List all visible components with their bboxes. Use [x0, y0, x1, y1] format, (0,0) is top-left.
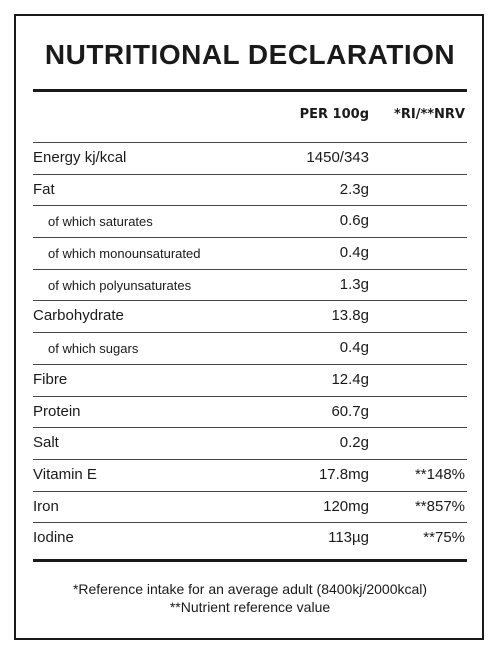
- table-row: Protein 60.7g: [33, 395, 467, 428]
- nutrient-name: Energy kj/kcal: [33, 149, 127, 166]
- nutrition-table: Energy kj/kcal 1450/343 Fat 2.3g of whic…: [33, 142, 467, 554]
- nutrient-name: Vitamin E: [33, 465, 97, 483]
- nutrient-ri: **75%: [423, 529, 465, 547]
- nutrient-value: 113µg: [328, 529, 369, 547]
- table-row: Iodine 113µg **75%: [33, 522, 467, 554]
- nutrient-value: 0.4g: [339, 244, 369, 262]
- nutrient-ri: **857%: [414, 497, 465, 515]
- nutrient-ri: **148%: [414, 465, 465, 483]
- table-row: of which sugars 0.4g: [33, 332, 467, 364]
- nutrient-name: Fibre: [33, 370, 68, 388]
- nutrient-value: 13.8g: [331, 307, 369, 325]
- table-header: PER 100g *RI/**NRV: [33, 101, 467, 131]
- ri-nrv-header: *RI/**NRV: [394, 107, 465, 122]
- title-divider: [33, 89, 467, 92]
- nutrient-name: Carbohydrate: [33, 307, 124, 325]
- nutrient-name: Iodine: [33, 529, 74, 547]
- nutrient-name: of which sugars: [48, 341, 139, 357]
- reference-intake-note: *Reference intake for an average adult (…: [72, 581, 428, 597]
- table-row: of which saturates 0.6g: [33, 205, 467, 237]
- table-row: Fibre 12.4g: [33, 363, 467, 396]
- page-title: NUTRITIONAL DECLARATION: [44, 39, 456, 70]
- nutrient-value: 60.7g: [331, 402, 369, 420]
- nutrient-name: Salt: [33, 434, 59, 452]
- nutrient-value: 0.6g: [339, 212, 369, 230]
- nutrient-value: 0.4g: [339, 339, 369, 357]
- table-row: Carbohydrate 13.8g: [33, 300, 467, 332]
- nrv-note: **Nutrient reference value: [169, 599, 331, 615]
- nutrient-name: Fat: [33, 180, 55, 198]
- table-bottom-divider: [33, 559, 467, 562]
- nutrient-value: 120mg: [323, 497, 369, 515]
- nutrient-value: 12.4g: [331, 370, 369, 388]
- table-row: Energy kj/kcal 1450/343: [33, 142, 467, 174]
- per-100g-header: PER 100g: [299, 107, 369, 122]
- nutrient-value: 1450/343: [306, 149, 369, 166]
- table-row: Vitamin E 17.8mg **148%: [33, 458, 467, 491]
- nutrient-value: 0.2g: [339, 434, 369, 452]
- nutrient-name: of which monounsaturated: [48, 246, 201, 262]
- nutrient-value: 2.3g: [339, 180, 369, 198]
- nutrient-name: Protein: [33, 402, 81, 420]
- table-row: Salt 0.2g: [33, 427, 467, 459]
- nutrient-name: of which polyunsaturates: [48, 277, 192, 293]
- nutrient-name: of which saturates: [48, 214, 153, 230]
- footnotes: *Reference intake for an average adult (…: [0, 580, 500, 616]
- nutrient-value: 17.8mg: [318, 465, 369, 483]
- table-row: Iron 120mg **857%: [33, 490, 467, 523]
- nutrient-value: 1.3g: [339, 275, 369, 293]
- table-row: of which polyunsaturates 1.3g: [33, 268, 467, 301]
- table-row: of which monounsaturated 0.4g: [33, 237, 467, 269]
- nutrition-panel: [14, 14, 484, 640]
- nutrient-name: Iron: [33, 497, 59, 515]
- table-row: Fat 2.3g: [33, 173, 467, 206]
